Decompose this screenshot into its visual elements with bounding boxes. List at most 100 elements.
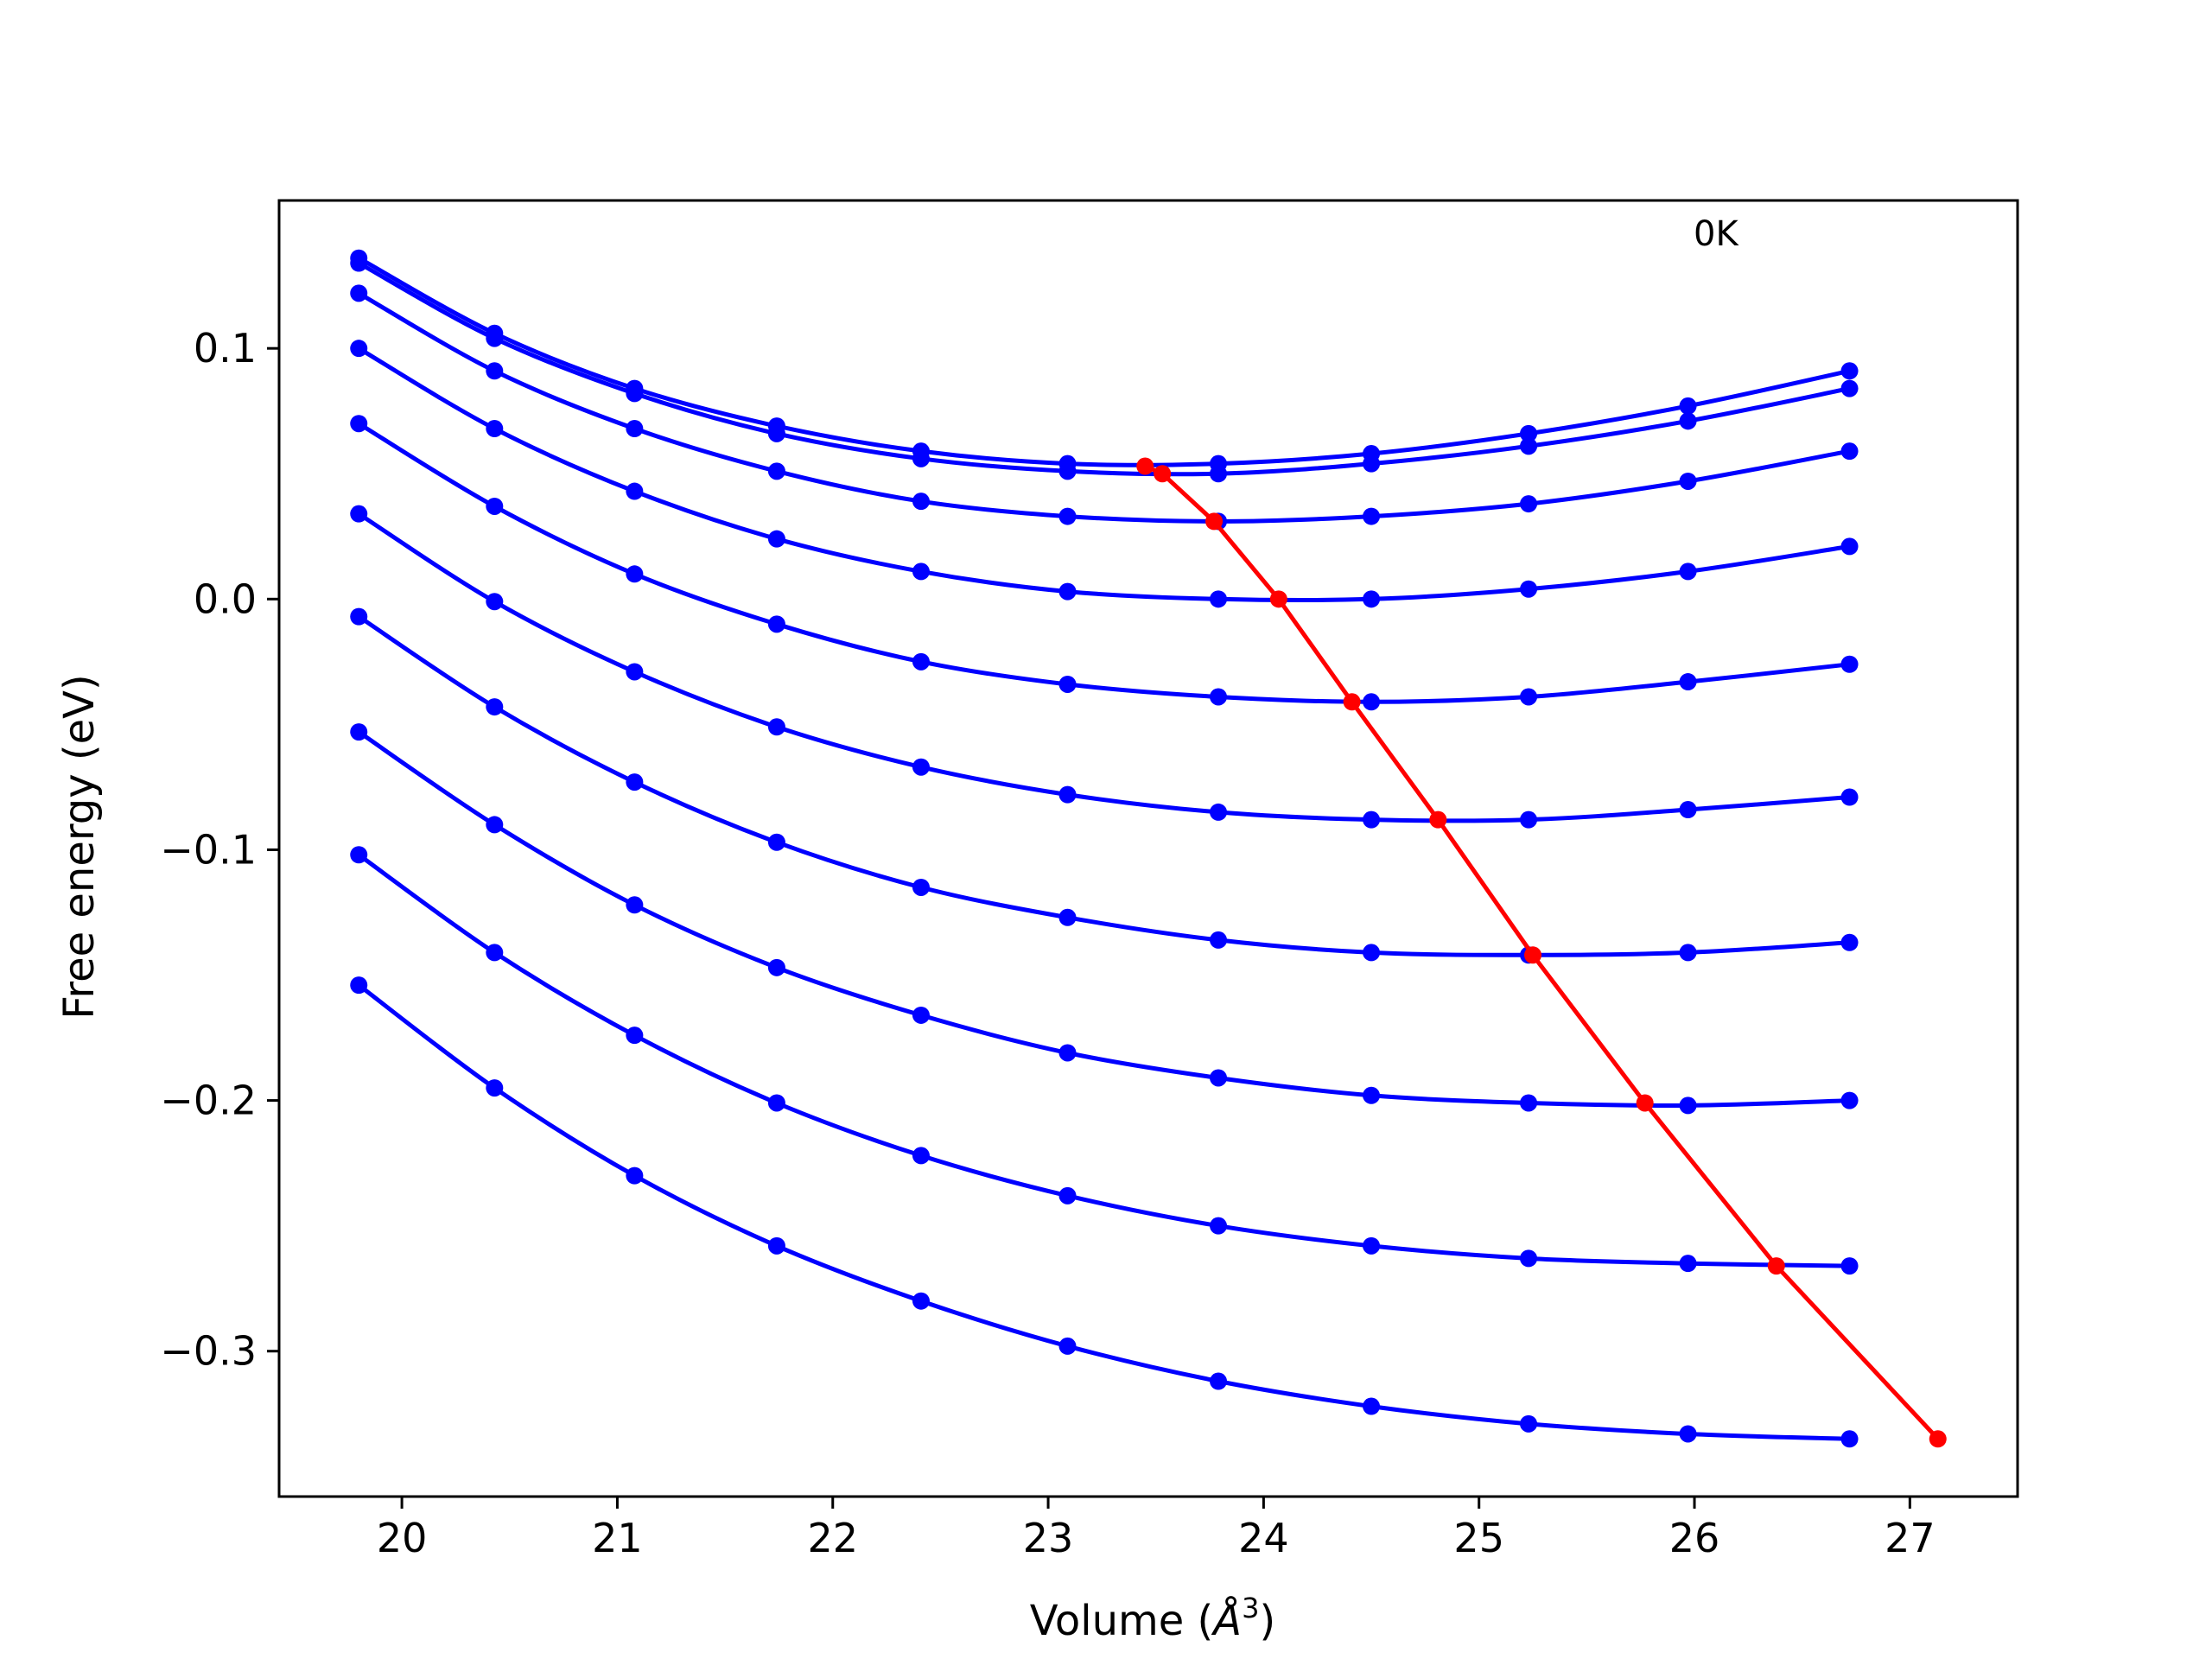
data-point xyxy=(912,493,930,511)
minima-line xyxy=(1144,464,1940,1441)
data-point xyxy=(1058,1337,1077,1355)
x-tick-label: 24 xyxy=(1238,1515,1289,1561)
data-point xyxy=(350,505,368,523)
data-point xyxy=(1058,462,1077,480)
data-point xyxy=(1840,1257,1859,1275)
data-point xyxy=(1210,931,1228,949)
x-axis-label: Volume (Å3) xyxy=(1030,1592,1275,1645)
data-point xyxy=(912,1006,930,1024)
data-point xyxy=(1210,1217,1228,1235)
data-point xyxy=(1210,1372,1228,1390)
data-point xyxy=(1520,424,1538,442)
data-point xyxy=(767,424,785,442)
x-axis-label-text: Volume ( xyxy=(1030,1597,1214,1645)
data-point xyxy=(767,1094,785,1112)
minimum-point xyxy=(1269,590,1287,608)
data-point xyxy=(1363,1086,1381,1104)
y-tick-label: 0.1 xyxy=(194,325,257,372)
x-axis-label-close: ) xyxy=(1259,1597,1275,1645)
plot-frame xyxy=(277,199,2019,1498)
data-point xyxy=(1840,788,1859,806)
data-point xyxy=(1058,1186,1077,1205)
x-tick-label: 25 xyxy=(1453,1515,1504,1561)
data-point xyxy=(1840,362,1859,380)
data-point xyxy=(912,563,930,581)
data-point xyxy=(350,254,368,272)
data-point xyxy=(626,1166,644,1185)
data-point xyxy=(1363,1397,1381,1415)
x-tick-label: 27 xyxy=(1885,1515,1936,1561)
data-point xyxy=(1679,412,1697,430)
data-point xyxy=(350,723,368,741)
series-line xyxy=(356,614,1852,957)
data-point xyxy=(1679,472,1697,490)
data-point xyxy=(1210,803,1228,821)
data-point xyxy=(1840,933,1859,951)
data-point xyxy=(1840,1430,1859,1448)
data-point xyxy=(486,329,504,347)
series-3 xyxy=(350,284,1859,531)
x-tick-label: 22 xyxy=(807,1515,858,1561)
minimum-point xyxy=(1205,512,1224,531)
series-6 xyxy=(350,505,1859,829)
minimum-point xyxy=(1343,693,1361,711)
data-point xyxy=(486,362,504,380)
data-point xyxy=(626,385,644,403)
y-axis: −0.3 −0.2 −0.1 0.0 0.1 xyxy=(160,325,279,1375)
data-point xyxy=(1363,810,1381,829)
minimum-point xyxy=(1154,465,1172,483)
data-point xyxy=(1520,688,1538,706)
data-point xyxy=(1058,675,1077,693)
data-point xyxy=(1520,495,1538,513)
data-point xyxy=(1840,655,1859,673)
data-point xyxy=(486,698,504,716)
data-point xyxy=(1363,1236,1381,1255)
data-point xyxy=(486,497,504,515)
series-2 xyxy=(350,254,1859,483)
data-point xyxy=(767,958,785,976)
data-point xyxy=(626,420,644,438)
series-line xyxy=(356,256,1852,467)
data-point xyxy=(767,530,785,548)
minimum-point xyxy=(1429,810,1447,829)
data-point xyxy=(1840,442,1859,461)
series-8 xyxy=(350,723,1859,1115)
data-point xyxy=(1840,537,1859,556)
data-point xyxy=(486,816,504,834)
data-point xyxy=(767,718,785,736)
data-point xyxy=(1210,590,1228,608)
data-point xyxy=(1363,944,1381,962)
data-point xyxy=(1058,1044,1077,1062)
data-point xyxy=(350,415,368,433)
y-tick-label: 0.0 xyxy=(194,575,257,622)
data-point xyxy=(767,1236,785,1255)
data-point xyxy=(350,607,368,626)
data-point xyxy=(1058,785,1077,804)
data-point xyxy=(486,593,504,611)
x-axis: 20 21 22 23 24 25 26 27 xyxy=(377,1497,1936,1561)
series-line xyxy=(356,512,1852,823)
data-point xyxy=(1679,563,1697,581)
data-point xyxy=(1058,908,1077,926)
data-point xyxy=(912,758,930,776)
data-point xyxy=(486,420,504,438)
data-point xyxy=(1363,454,1381,473)
series-10 xyxy=(350,976,1859,1448)
data-point xyxy=(1520,1094,1538,1112)
series-9 xyxy=(350,846,1859,1275)
x-tick-label: 20 xyxy=(377,1515,428,1561)
data-point xyxy=(1679,944,1697,962)
data-point xyxy=(1679,1096,1697,1115)
data-point xyxy=(1840,1091,1859,1109)
minimum-point xyxy=(1524,946,1542,964)
data-point xyxy=(1058,507,1077,525)
data-point xyxy=(1520,1414,1538,1433)
minimum-point xyxy=(1767,1257,1785,1275)
x-tick-label: 21 xyxy=(592,1515,643,1561)
data-point xyxy=(1210,688,1228,706)
minimum-point xyxy=(1136,457,1154,475)
data-point xyxy=(626,896,644,914)
data-point xyxy=(1679,397,1697,415)
series-line xyxy=(356,729,1852,1108)
data-point xyxy=(1363,507,1381,525)
